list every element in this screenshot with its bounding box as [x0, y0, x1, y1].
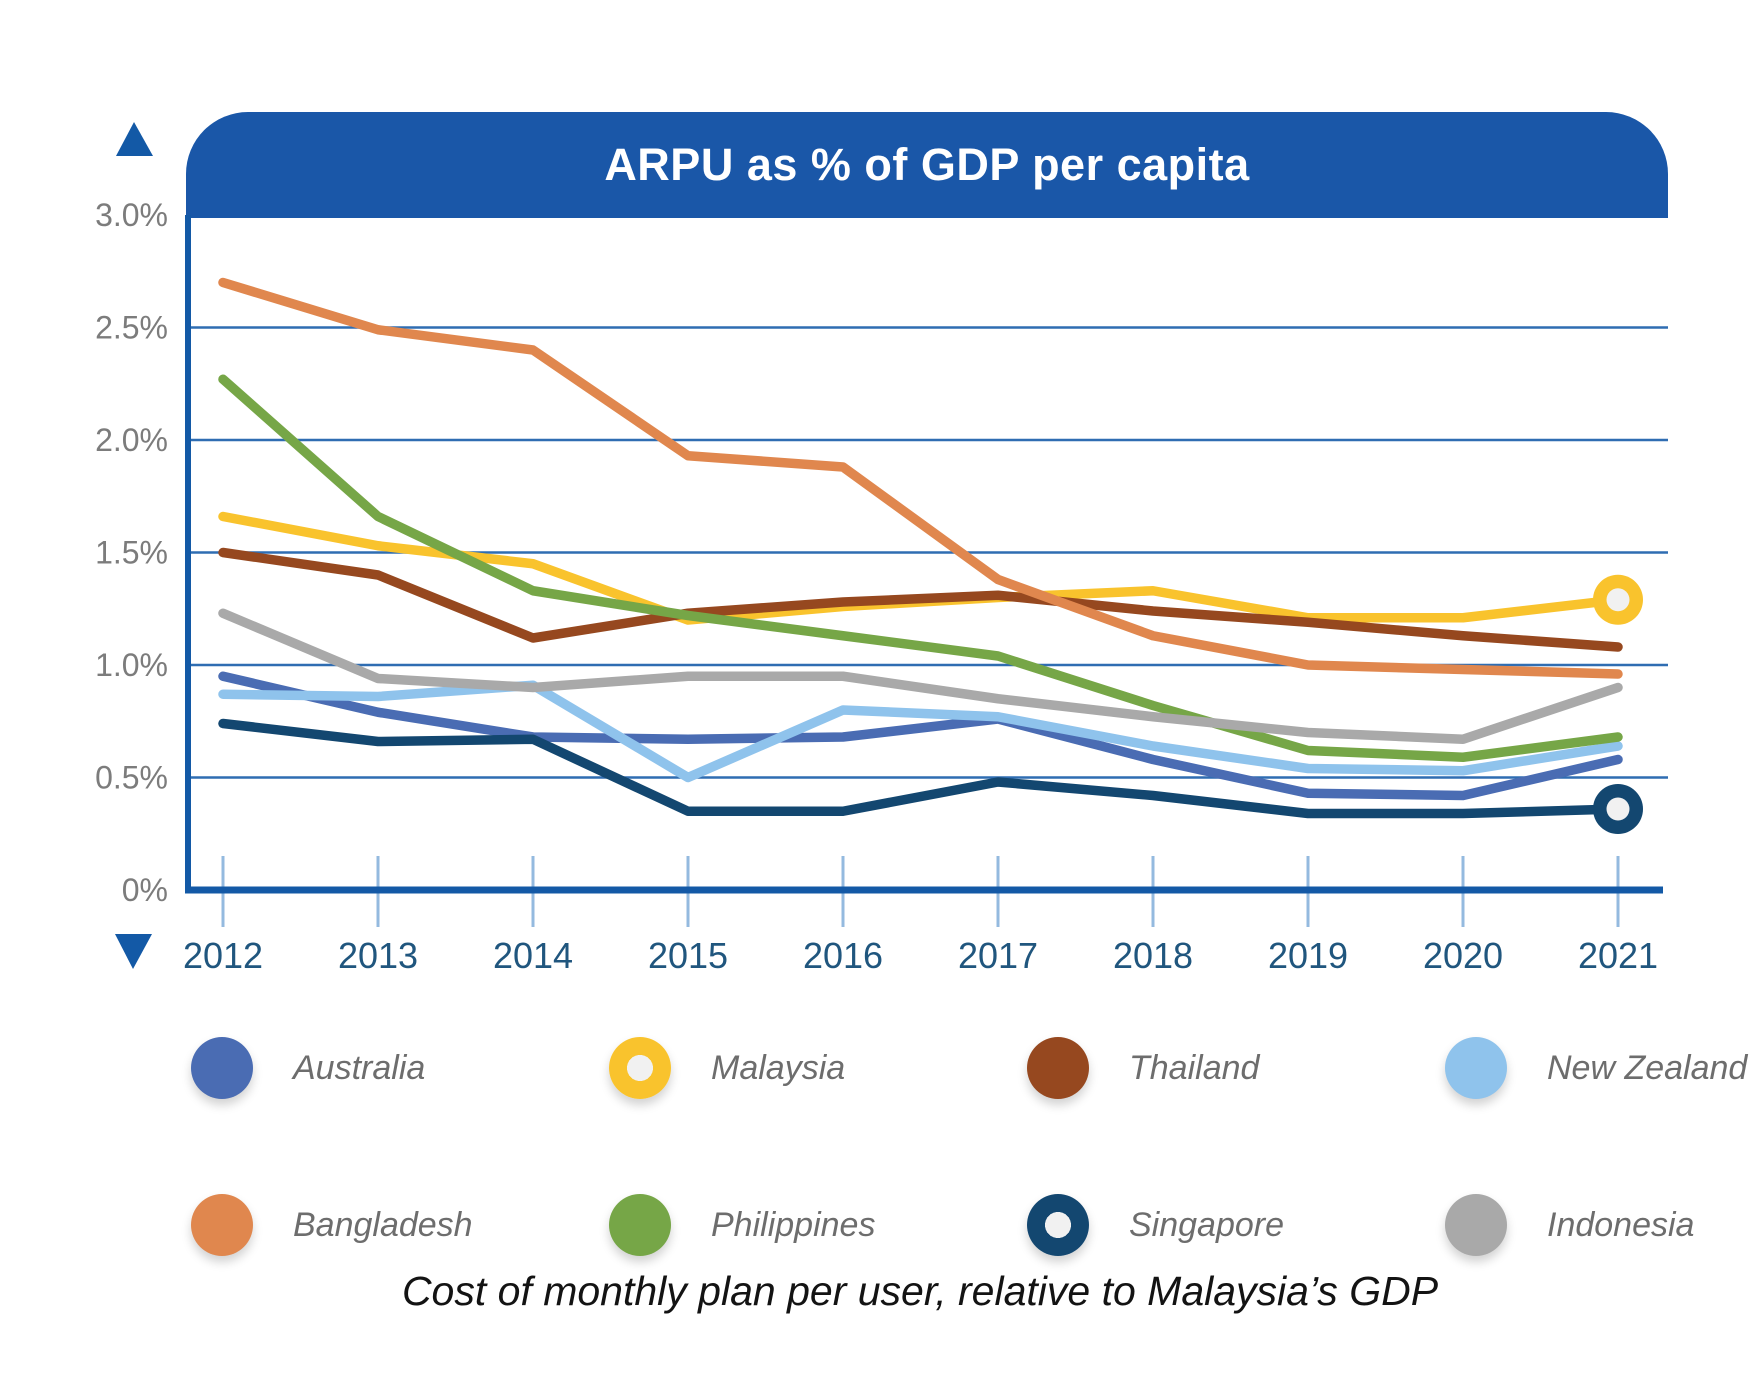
x-axis-label: 2012: [183, 935, 263, 976]
legend-item-indonesia: Indonesia: [1445, 1194, 1750, 1256]
y-axis-label: 0%: [122, 872, 168, 908]
series-line-new-zealand: [218, 680, 1623, 783]
end-marker-center-malaysia: [1606, 588, 1630, 612]
y-axis-label: 3.0%: [95, 197, 168, 233]
y-axis-label: 1.0%: [95, 647, 168, 683]
legend-swatch-new-zealand: [1445, 1037, 1507, 1099]
legend-label: Philippines: [711, 1205, 876, 1244]
legend-item-australia: Australia: [191, 1037, 609, 1099]
x-axis-label: 2013: [338, 935, 418, 976]
chart-caption: Cost of monthly plan per user, relative …: [401, 1268, 1439, 1314]
y-axis-label: 0.5%: [95, 760, 168, 796]
legend-item-singapore: Singapore: [1027, 1194, 1445, 1256]
legend-label: Malaysia: [711, 1048, 846, 1087]
legend-swatch-thailand: [1027, 1037, 1089, 1099]
legend-item-philippines: Philippines: [609, 1194, 1027, 1256]
y-axis-label: 1.5%: [95, 535, 168, 571]
legend-swatch-indonesia: [1445, 1194, 1507, 1256]
chart-legend: Australia Malaysia Thailand New Zealand …: [191, 1037, 1750, 1256]
axis-up-arrow-icon: [116, 122, 153, 156]
series-line-thailand: [218, 547, 1623, 652]
series-line-bangladesh: [218, 277, 1623, 679]
y-axis-label: 2.5%: [95, 310, 168, 346]
legend-swatch-bangladesh: [191, 1194, 253, 1256]
chart-title-bar: ARPU as % of GDP per capita: [186, 112, 1668, 218]
legend-label: Thailand: [1129, 1048, 1260, 1087]
series-line-australia: [218, 671, 1623, 801]
legend-label: Singapore: [1129, 1205, 1285, 1244]
series-line-singapore: [218, 718, 1623, 819]
legend-item-thailand: Thailand: [1027, 1037, 1445, 1099]
series-line-philippines: [218, 374, 1623, 762]
x-axis-label: 2019: [1268, 935, 1348, 976]
legend-item-malaysia: Malaysia: [609, 1037, 1027, 1099]
legend-label: Indonesia: [1547, 1205, 1695, 1244]
legend-swatch-malaysia: [609, 1037, 671, 1099]
x-axis-label: 2014: [493, 935, 573, 976]
x-axis-label: 2015: [648, 935, 728, 976]
chart-title: ARPU as % of GDP per capita: [604, 139, 1250, 190]
series-line-malaysia: [218, 511, 1623, 625]
x-axis-label: 2017: [958, 935, 1038, 976]
x-axis-label: 2021: [1578, 935, 1658, 976]
y-axis-label: 2.0%: [95, 422, 168, 458]
end-marker-center-singapore: [1606, 797, 1630, 821]
legend-item-new-zealand: New Zealand: [1445, 1037, 1750, 1099]
x-axis-label: 2018: [1113, 935, 1193, 976]
legend-label: New Zealand: [1547, 1048, 1748, 1087]
legend-item-bangladesh: Bangladesh: [191, 1194, 609, 1256]
legend-label: Australia: [293, 1048, 426, 1087]
x-axis-label: 2016: [803, 935, 883, 976]
legend-label: Bangladesh: [293, 1205, 473, 1244]
axis-down-arrow-icon: [115, 934, 152, 969]
legend-swatch-philippines: [609, 1194, 671, 1256]
legend-swatch-australia: [191, 1037, 253, 1099]
x-axis-label: 2020: [1423, 935, 1503, 976]
legend-swatch-singapore: [1027, 1194, 1089, 1256]
line-chart: 0% 0.5% 1.0% 1.5% 2.0% 2.5% 3.0% 2012 2013 2014 20…: [95, 122, 1668, 976]
series-line-indonesia: [218, 608, 1623, 744]
